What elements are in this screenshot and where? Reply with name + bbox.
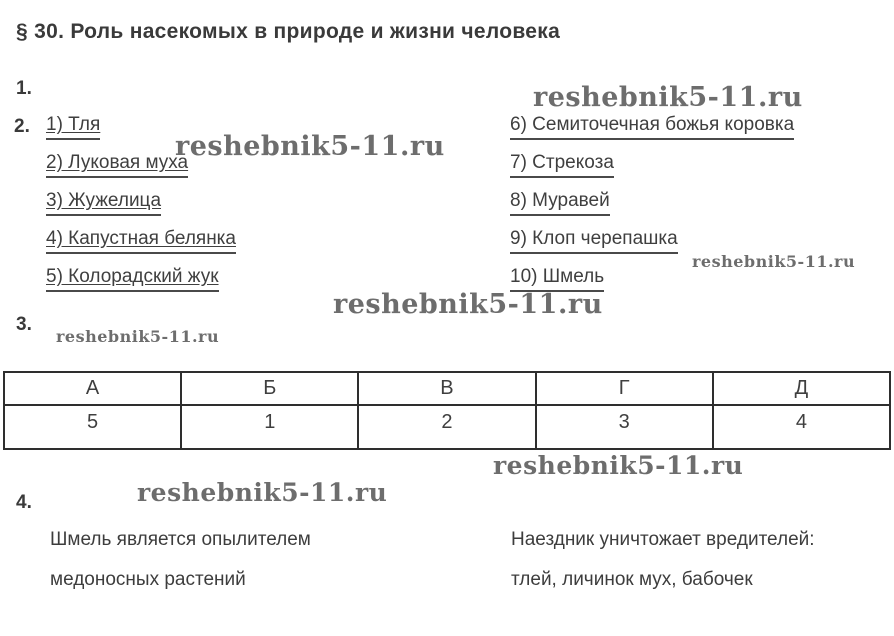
answer-line: тлей, личинок мух, бабочек: [511, 569, 753, 590]
watermark: reshebnik5-11.ru: [333, 289, 603, 320]
watermark: reshebnik5-11.ru: [175, 131, 445, 162]
table-value-cell: 5: [2, 404, 183, 450]
question-2-label: 2.: [14, 116, 30, 137]
table-header-cell: В: [357, 371, 537, 406]
page-title: § 30. Роль насекомых в природе и жизни ч…: [16, 20, 561, 43]
watermark: reshebnik5-11.ru: [533, 82, 803, 113]
list-item: 10) Шмель: [510, 265, 605, 292]
list-item: 8) Муравей: [510, 189, 610, 216]
watermark: reshebnik5-11.ru: [493, 451, 744, 480]
answer-4-right: Наездник уничтожает вредителей: тлей, ли…: [511, 520, 815, 600]
answer-list-right: 6) Семиточечная божья коровка 7) Стрекоз…: [510, 113, 795, 303]
question-4-label: 4.: [16, 492, 32, 513]
table-header-cell: Б: [180, 371, 360, 406]
answer-line: Шмель является опылителем: [50, 529, 311, 550]
list-item: 4) Капустная белянка: [46, 227, 236, 254]
table-header-cell: А: [2, 371, 183, 406]
list-item: 2) Луковая муха: [46, 151, 189, 178]
list-item: 9) Клоп черепашка: [510, 227, 678, 254]
table-value-row: 5 1 2 3 4: [2, 404, 892, 450]
question-1-label: 1.: [16, 78, 32, 99]
watermark: reshebnik5-11.ru: [692, 252, 856, 271]
table-value-cell: 1: [180, 404, 360, 450]
table-value-cell: 2: [357, 404, 537, 450]
watermark: reshebnik5-11.ru: [137, 478, 388, 507]
list-item: 5) Колорадский жук: [46, 265, 219, 292]
answer-line: медоносных растений: [50, 569, 246, 590]
table-header-cell: Д: [711, 371, 892, 406]
list-item: 3) Жужелица: [46, 189, 162, 216]
table-header-row: А Б В Г Д: [2, 371, 892, 406]
table-header-cell: Г: [534, 371, 714, 406]
list-item: 7) Стрекоза: [510, 151, 614, 178]
question-3-label: 3.: [16, 314, 32, 335]
answer-table: А Б В Г Д 5 1 2 3 4: [2, 371, 892, 450]
list-item: 1) Тля: [46, 113, 101, 140]
answer-list-left: 1) Тля 2) Луковая муха 3) Жужелица 4) Ка…: [46, 113, 236, 303]
watermark: reshebnik5-11.ru: [56, 327, 220, 346]
table-value-cell: 4: [711, 404, 892, 450]
table-value-cell: 3: [534, 404, 714, 450]
list-item: 6) Семиточечная божья коровка: [510, 113, 795, 140]
answer-line: Наездник уничтожает вредителей:: [511, 529, 815, 550]
answer-4-left: Шмель является опылителем медоносных рас…: [50, 520, 311, 600]
